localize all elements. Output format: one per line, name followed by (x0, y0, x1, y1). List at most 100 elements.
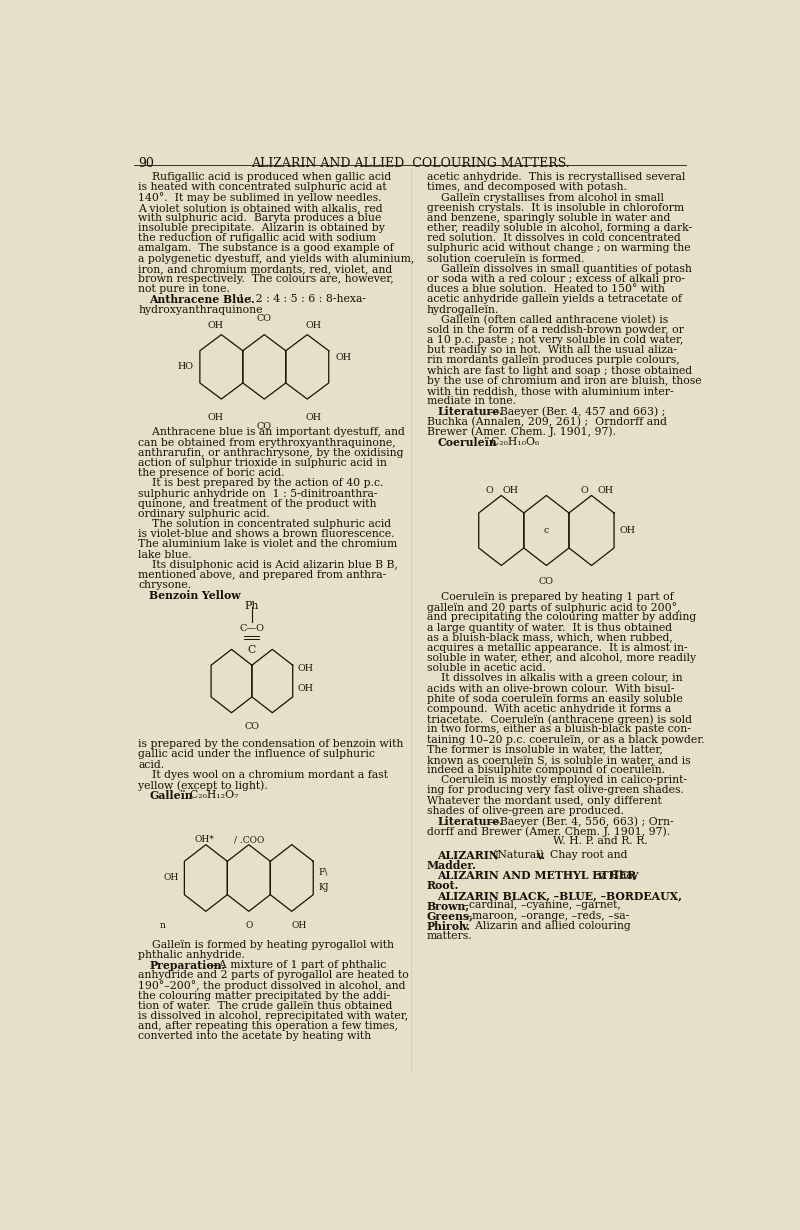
Text: Galleïn crystallises from alcohol in small: Galleïn crystallises from alcohol in sma… (426, 193, 664, 203)
Text: with sulphuric acid.  Baryta produces a blue: with sulphuric acid. Baryta produces a b… (138, 213, 382, 223)
Text: CO: CO (539, 577, 554, 585)
Text: v.: v. (461, 921, 470, 932)
Text: (Natural): (Natural) (486, 850, 550, 860)
Text: Benzoin Yellow: Benzoin Yellow (150, 590, 241, 601)
Text: Coeruleïn: Coeruleïn (438, 437, 498, 448)
Text: acetic anhydride galleïn yields a tetracetate of: acetic anhydride galleïn yields a tetrac… (426, 294, 682, 304)
Text: the presence of boric acid.: the presence of boric acid. (138, 469, 285, 478)
Text: red solution.  It dissolves in cold concentrated: red solution. It dissolves in cold conce… (426, 234, 681, 244)
Text: anhydride and 2 parts of pyrogallol are heated to: anhydride and 2 parts of pyrogallol are … (138, 970, 409, 980)
Text: Galleïn dissolves in small quantities of potash: Galleïn dissolves in small quantities of… (426, 264, 692, 274)
Text: c: c (544, 526, 549, 535)
Text: 90: 90 (138, 157, 154, 170)
Text: C: C (248, 645, 256, 656)
Text: phite of soda coeruleïn forms an easily soluble: phite of soda coeruleïn forms an easily … (426, 694, 682, 704)
Text: The former is insoluble in water, the latter,: The former is insoluble in water, the la… (426, 744, 662, 755)
Text: amalgam.  The substance is a good example of: amalgam. The substance is a good example… (138, 244, 394, 253)
Text: galleïn and 20 parts of sulphuric acid to 200°,: galleïn and 20 parts of sulphuric acid t… (426, 603, 680, 613)
Text: soluble in acetic acid.: soluble in acetic acid. (426, 663, 546, 673)
Text: ordinary sulphuric acid.: ordinary sulphuric acid. (138, 509, 270, 519)
Text: Ph: Ph (245, 600, 259, 610)
Text: It is best prepared by the action of 40 p.c.: It is best prepared by the action of 40 … (138, 478, 384, 488)
Text: Coeruleïn is mostly employed in calico-print-: Coeruleïn is mostly employed in calico-p… (426, 775, 686, 785)
Text: converted into the acetate by heating with: converted into the acetate by heating wi… (138, 1032, 371, 1042)
Text: CO: CO (245, 722, 259, 731)
Text: OH: OH (619, 526, 635, 535)
Text: O: O (580, 486, 588, 494)
Text: or soda with a red colour ; excess of alkali pro-: or soda with a red colour ; excess of al… (426, 274, 685, 284)
Text: –cardinal, –cyanine, –garnet,: –cardinal, –cyanine, –garnet, (460, 900, 621, 910)
Text: indeed a bisulphite compound of coeruleïn.: indeed a bisulphite compound of coeruleï… (426, 765, 665, 775)
Text: 190°–200°, the product dissolved in alcohol, and: 190°–200°, the product dissolved in alco… (138, 980, 406, 991)
Text: v.: v. (536, 850, 545, 861)
Text: ALIZARIN BLACK, –BLUE, –BORDEAUX,: ALIZARIN BLACK, –BLUE, –BORDEAUX, (438, 891, 682, 902)
Text: is prepared by the condensation of benzoin with: is prepared by the condensation of benzo… (138, 739, 404, 749)
Text: acid.: acid. (138, 760, 165, 770)
Text: compound.  With acetic anhydride it forms a: compound. With acetic anhydride it forms… (426, 704, 671, 713)
Text: —A mixture of 1 part of phthalic: —A mixture of 1 part of phthalic (208, 961, 386, 970)
Text: Rufigallic acid is produced when gallic acid: Rufigallic acid is produced when gallic … (138, 172, 392, 182)
Text: Greens,: Greens, (426, 910, 474, 921)
Text: solution coeruleïn is formed.: solution coeruleïn is formed. (426, 253, 584, 263)
Text: Root.: Root. (426, 881, 459, 891)
Text: C₂₀H₁₂O₇: C₂₀H₁₂O₇ (183, 790, 238, 801)
Text: OH*: OH* (194, 835, 214, 844)
Text: It dissolves in alkalis with a green colour, in: It dissolves in alkalis with a green col… (426, 674, 682, 684)
Text: tion of water.  The crude galleïn thus obtained: tion of water. The crude galleïn thus ob… (138, 1001, 393, 1011)
Text: n: n (160, 921, 166, 930)
Text: OH: OH (207, 413, 223, 422)
Text: 1 : 2 : 4 : 5 : 6 : 8-hexa-: 1 : 2 : 4 : 5 : 6 : 8-hexa- (231, 294, 366, 304)
Text: times, and decomposed with potash.: times, and decomposed with potash. (426, 182, 626, 192)
Text: C—O: C—O (239, 625, 264, 633)
Text: OH: OH (292, 921, 307, 930)
Text: hydrogalleïn.: hydrogalleïn. (426, 305, 499, 315)
Text: acetic anhydride.  This is recrystallised several: acetic anhydride. This is recrystallised… (426, 172, 685, 182)
Text: insoluble precipitate.  Alizarin is obtained by: insoluble precipitate. Alizarin is obtai… (138, 223, 386, 234)
Text: chrysone.: chrysone. (138, 581, 191, 590)
Text: O: O (245, 921, 253, 930)
Text: gallic acid under the influence of sulphuric: gallic acid under the influence of sulph… (138, 749, 375, 759)
Text: Brown,: Brown, (426, 900, 470, 911)
Text: CO: CO (257, 314, 272, 322)
Text: Madder.: Madder. (426, 860, 477, 871)
Text: –maroon, –orange, –reds, –sa-: –maroon, –orange, –reds, –sa- (463, 910, 630, 921)
Text: OH: OH (297, 664, 313, 673)
Text: —Baeyer (Ber. 4, 556, 663) ; Orn-: —Baeyer (Ber. 4, 556, 663) ; Orn- (489, 815, 674, 827)
Text: soluble in water, ether, and alcohol, more readily: soluble in water, ether, and alcohol, mo… (426, 653, 696, 663)
Text: It dyes wool on a chromium mordant a fast: It dyes wool on a chromium mordant a fas… (138, 770, 389, 780)
Text: the reduction of rufigallic acid with sodium: the reduction of rufigallic acid with so… (138, 234, 377, 244)
Text: Whatever the mordant used, only different: Whatever the mordant used, only differen… (426, 796, 662, 806)
Text: F\: F\ (318, 868, 328, 877)
Text: phthalic anhydride.: phthalic anhydride. (138, 950, 246, 959)
Text: A violet solution is obtained with alkalis, red: A violet solution is obtained with alkal… (138, 203, 383, 213)
Text: ether, readily soluble in alcohol, forming a dark-: ether, readily soluble in alcohol, formi… (426, 223, 692, 234)
Text: dorff and Brewer (Amer. Chem. J. 1901, 97).: dorff and Brewer (Amer. Chem. J. 1901, 9… (426, 827, 670, 836)
Text: is heated with concentrated sulphuric acid at: is heated with concentrated sulphuric ac… (138, 182, 387, 192)
Text: lake blue.: lake blue. (138, 550, 192, 560)
Text: W. H. P. and R. R.: W. H. P. and R. R. (426, 836, 647, 846)
Text: duces a blue solution.  Heated to 150° with: duces a blue solution. Heated to 150° wi… (426, 284, 665, 294)
Text: sold in the form of a reddish-brown powder, or: sold in the form of a reddish-brown powd… (426, 325, 684, 335)
Text: hydroxyanthraquinone: hydroxyanthraquinone (138, 305, 263, 315)
Text: Buchka (Annalen, 209, 261) ;  Orndorff and: Buchka (Annalen, 209, 261) ; Orndorff an… (426, 417, 666, 427)
Text: in two forms, either as a bluish-black paste con-: in two forms, either as a bluish-black p… (426, 724, 690, 734)
Text: Anthracene Blue.: Anthracene Blue. (150, 294, 255, 305)
Text: matters.: matters. (426, 931, 472, 941)
Text: but readily so in hot.  With all the usual aliza-: but readily so in hot. With all the usua… (426, 346, 677, 355)
Text: anthrarufin, or anthrachrysone, by the oxidising: anthrarufin, or anthrachrysone, by the o… (138, 448, 404, 458)
Text: ALIZARIN: ALIZARIN (438, 850, 499, 861)
Text: and precipitating the colouring matter by adding: and precipitating the colouring matter b… (426, 613, 696, 622)
Text: taining 10–20 p.c. coeruleïn, or as a black powder.: taining 10–20 p.c. coeruleïn, or as a bl… (426, 734, 704, 744)
Text: OH: OH (597, 486, 613, 494)
Text: Phirol: Phirol (426, 921, 464, 932)
Text: OH: OH (207, 321, 223, 331)
Text: ALIZARIN AND METHYL ETHER: ALIZARIN AND METHYL ETHER (438, 870, 637, 881)
Text: OH: OH (306, 321, 322, 331)
Text: The solution in concentrated sulphuric acid: The solution in concentrated sulphuric a… (138, 519, 391, 529)
Text: OH: OH (306, 413, 322, 422)
Text: Literature.: Literature. (438, 406, 503, 417)
Text: Alizarin and allied colouring: Alizarin and allied colouring (468, 921, 630, 931)
Text: quinone, and treatment of the product with: quinone, and treatment of the product wi… (138, 498, 377, 509)
Text: sulphuric anhydride on  1 : 5-dinitroanthra-: sulphuric anhydride on 1 : 5-dinitroanth… (138, 488, 378, 498)
Text: mentioned above, and prepared from anthra-: mentioned above, and prepared from anthr… (138, 569, 386, 581)
